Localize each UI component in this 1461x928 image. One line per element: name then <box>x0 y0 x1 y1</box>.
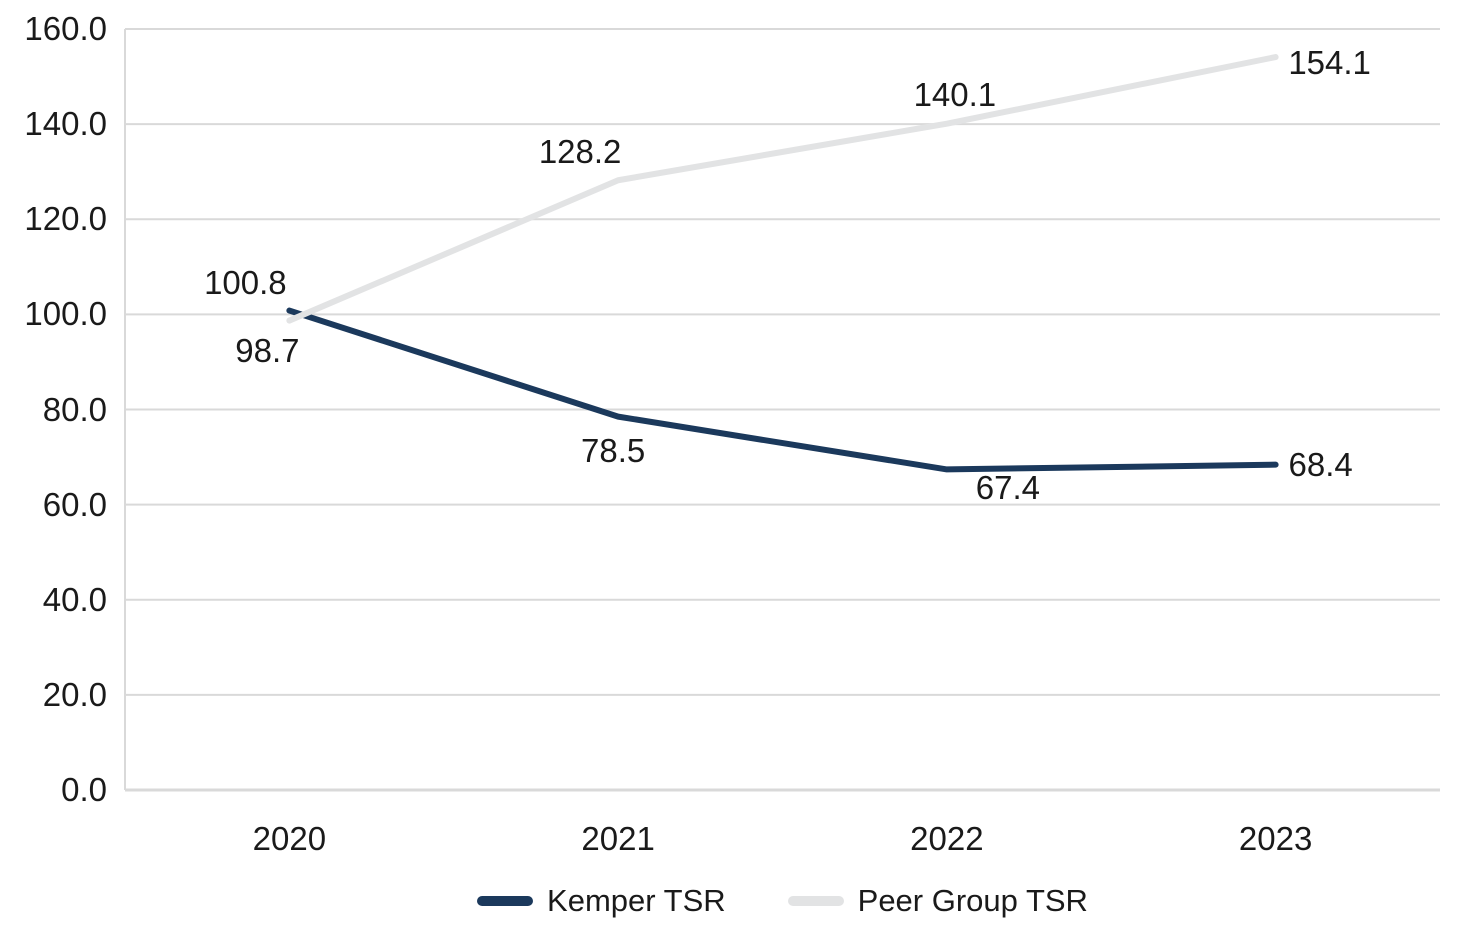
data-label: 67.4 <box>975 469 1040 507</box>
x-axis-label: 2020 <box>252 820 327 857</box>
legend-item: Kemper TSR <box>477 883 726 919</box>
legend: Kemper TSR Peer Group TSR <box>125 878 1440 924</box>
y-axis-tick-label: 20.0 <box>42 675 107 713</box>
data-label: 154.1 <box>1288 44 1371 82</box>
kemper-tsr-line <box>286 307 1279 473</box>
data-label: 98.7 <box>235 331 300 369</box>
legend-label: Kemper TSR <box>547 883 726 918</box>
data-label: 100.8 <box>204 263 287 301</box>
data-label: 78.5 <box>581 431 646 469</box>
y-axis-tick-label: 60.0 <box>42 485 107 523</box>
legend-swatch <box>787 896 844 906</box>
data-label: 68.4 <box>1288 445 1353 483</box>
legend-label: Peer Group TSR <box>857 883 1088 918</box>
x-axis-label: 2021 <box>581 820 655 857</box>
legend-item: Peer Group TSR <box>787 883 1088 919</box>
x-axis-label: 2022 <box>910 820 984 857</box>
x-axis-label: 2023 <box>1238 820 1313 857</box>
peer-group-tsr-line <box>286 54 1279 324</box>
legend-swatch <box>477 896 534 906</box>
data-label: 128.2 <box>538 133 622 171</box>
y-axis-tick-label: 80.0 <box>42 390 107 428</box>
y-axis-tick-label: 120.0 <box>24 200 107 238</box>
y-axis-tick-label: 40.0 <box>42 580 107 618</box>
y-axis-tick-label: 160.0 <box>24 10 107 47</box>
data-label: 140.1 <box>913 75 997 113</box>
y-axis-tick-label: 140.0 <box>24 105 107 143</box>
y-axis-tick-label: 0.0 <box>61 771 107 808</box>
y-axis-tick-label: 100.0 <box>24 295 107 333</box>
